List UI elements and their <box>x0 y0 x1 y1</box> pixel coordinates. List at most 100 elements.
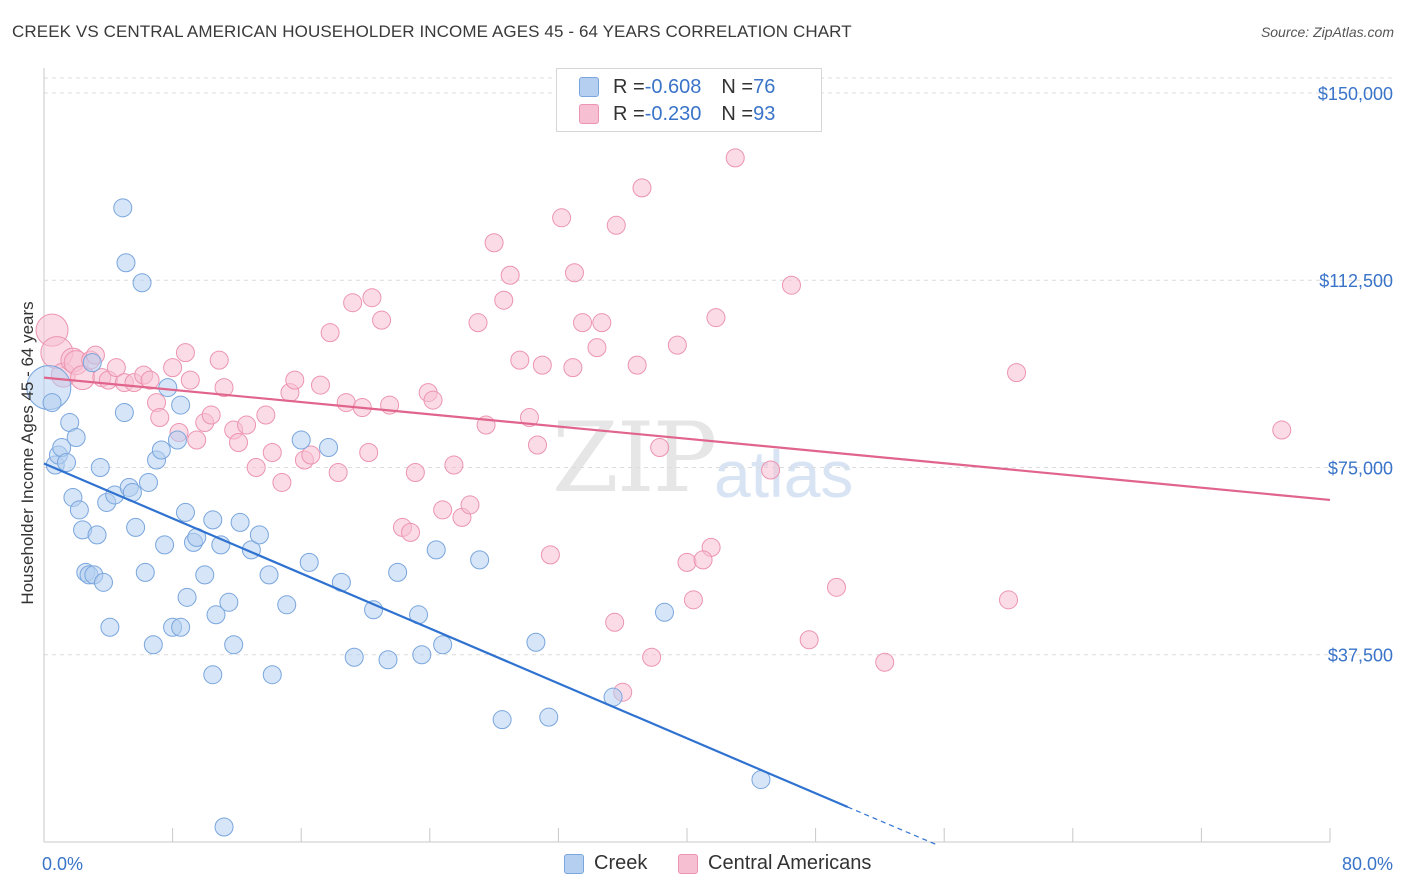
central-americans-point <box>401 522 421 542</box>
creek-point <box>175 502 195 522</box>
creek-point <box>299 552 319 572</box>
central-americans-point <box>180 370 200 390</box>
creek-point <box>171 617 191 637</box>
creek-point <box>138 472 158 492</box>
creek-point <box>388 562 408 582</box>
creek-point <box>291 430 311 450</box>
central-americans-point <box>209 350 229 370</box>
creek-point <box>426 540 446 560</box>
central-americans-point <box>627 355 647 375</box>
legend-row-central: R = -0.230 N = 93 <box>579 102 775 126</box>
central-americans-point <box>484 233 504 253</box>
central-americans-point <box>468 313 488 333</box>
central-americans-point <box>237 415 257 435</box>
central-americans-point <box>519 408 539 428</box>
creek-point <box>224 635 244 655</box>
central-americans-point <box>494 290 514 310</box>
y-tick-label: $37,500 <box>1328 646 1393 666</box>
central-americans-point <box>336 393 356 413</box>
central-americans-point <box>799 630 819 650</box>
central-americans-point <box>642 647 662 667</box>
creek-point <box>206 605 226 625</box>
y-tick-label: $112,500 <box>1319 271 1393 291</box>
axis-labels: $37,500 $75,000 $112,500 $150,000 0.0% 80.0% H… <box>18 84 1393 874</box>
central-americans-point <box>552 208 572 228</box>
central-americans-trend-line <box>43 376 1331 502</box>
watermark-zip: ZIP <box>552 402 717 514</box>
central-americans-point <box>826 577 846 597</box>
central-americans-point <box>605 612 625 632</box>
creek-point <box>126 517 146 537</box>
central-americans-point <box>592 313 612 333</box>
creek-point <box>57 452 77 472</box>
central-americans-point <box>532 355 552 375</box>
central-americans-point <box>540 545 560 565</box>
creek-point <box>654 602 674 622</box>
central-americans-point <box>444 455 464 475</box>
central-legend-icon <box>678 853 698 874</box>
creek-point <box>113 198 133 218</box>
central-americans-point <box>706 308 726 328</box>
chart-title: CREEK VS CENTRAL AMERICAN HOUSEHOLDER IN… <box>12 22 852 41</box>
central-americans-point <box>187 430 207 450</box>
central-americans-point <box>999 590 1018 610</box>
central-americans-point <box>343 293 363 313</box>
central-americans-point <box>587 338 607 358</box>
bottom-legend-creek: Creek <box>564 852 647 875</box>
central-americans-point <box>606 215 626 235</box>
central-americans-point <box>781 275 801 295</box>
watermark-atlas: atlas <box>714 437 854 511</box>
creek-point <box>203 510 223 530</box>
central-americans-point <box>359 443 379 463</box>
creek-legend-label: Creek <box>594 852 648 874</box>
creek-point <box>93 572 113 592</box>
creek-point <box>171 395 191 415</box>
creek-point <box>155 535 175 555</box>
creek-point <box>69 500 89 520</box>
central-americans-point <box>433 500 453 520</box>
central-americans-point <box>564 263 584 283</box>
creek-point <box>87 525 107 545</box>
creek-points <box>26 198 771 837</box>
central-americans-point <box>500 265 520 285</box>
trend-lines <box>43 376 1331 846</box>
central-americans-point <box>372 310 392 330</box>
creek-point <box>82 353 102 373</box>
creek-point <box>526 632 546 652</box>
creek-point <box>135 562 155 582</box>
creek-point <box>116 253 136 273</box>
central-americans-point <box>1007 363 1027 383</box>
central-americans-point <box>761 460 781 480</box>
creek-trend-line <box>43 462 849 809</box>
creek-point <box>143 635 163 655</box>
x-tick-label: 80.0% <box>1342 854 1393 874</box>
creek-point <box>378 650 398 670</box>
central-americans-point <box>256 405 276 425</box>
y-axis-title: Householder Income Ages 45 - 64 years <box>18 301 37 604</box>
creek-point <box>66 428 86 448</box>
creek-point <box>100 617 120 637</box>
central-r-label: R = <box>613 102 645 125</box>
central-americans-point <box>683 590 703 610</box>
central-americans-point <box>460 495 480 515</box>
creek-point <box>470 550 490 570</box>
bottom-legend-central: Central Americans <box>678 852 871 875</box>
axes <box>43 68 1331 843</box>
grid-lines <box>44 77 1396 656</box>
creek-point <box>90 457 110 477</box>
creek-point <box>249 525 269 545</box>
central-americans-point <box>201 405 221 425</box>
creek-point <box>230 512 250 532</box>
central-americans-point <box>328 462 348 482</box>
legend-row-creek: R = -0.608 N = 76 <box>579 75 775 99</box>
creek-point <box>277 595 297 615</box>
central-americans-point <box>632 178 652 198</box>
creek-point <box>344 647 364 667</box>
creek-point <box>203 665 223 685</box>
creek-r-label: R = <box>613 75 645 98</box>
central-swatch-icon <box>579 104 599 124</box>
central-americans-point <box>667 335 687 355</box>
creek-point <box>195 565 215 585</box>
creek-n-label: N = <box>721 75 754 98</box>
